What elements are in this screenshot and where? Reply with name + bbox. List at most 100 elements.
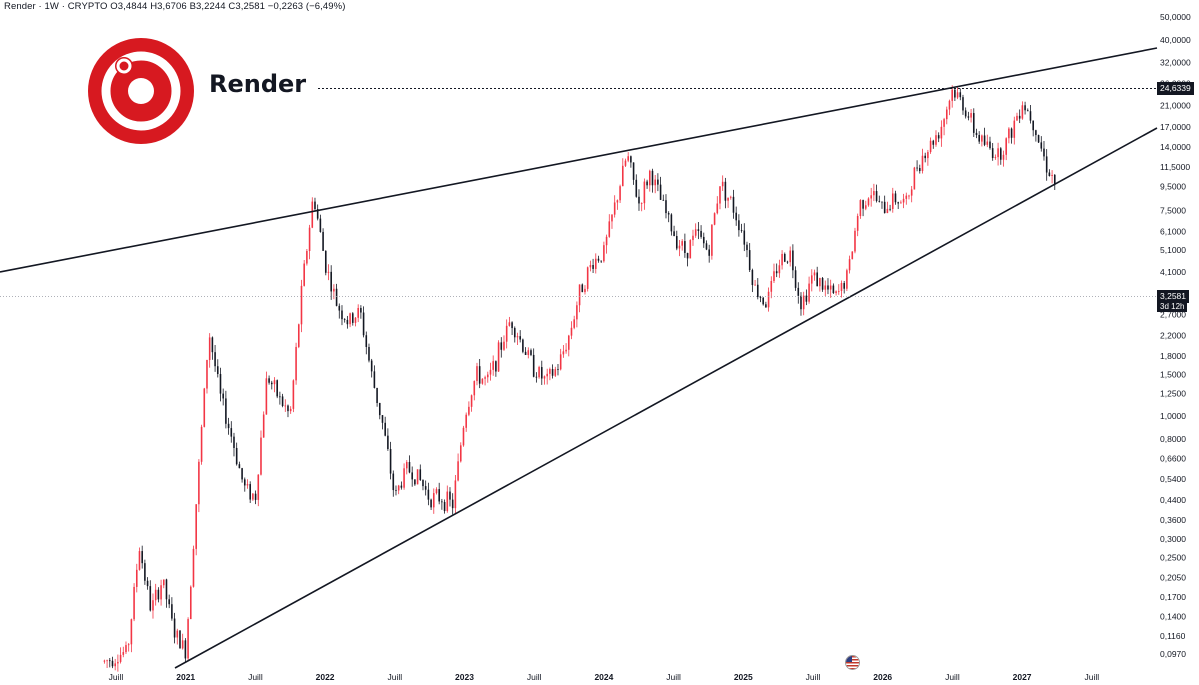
candle-body bbox=[335, 288, 338, 306]
x-tick-label: 2025 bbox=[734, 672, 753, 682]
candle-body bbox=[497, 342, 500, 372]
candle-body bbox=[160, 585, 162, 600]
candle-body bbox=[657, 179, 659, 185]
candle-body bbox=[891, 193, 894, 209]
candle-body bbox=[581, 284, 584, 293]
candle-body bbox=[900, 202, 902, 204]
candle-body bbox=[740, 230, 743, 231]
candle-body bbox=[948, 100, 951, 110]
candle-body bbox=[416, 469, 419, 485]
candle-body bbox=[786, 261, 789, 263]
candle-body bbox=[727, 197, 729, 201]
candle-body bbox=[573, 319, 575, 328]
candle-body bbox=[1002, 154, 1005, 160]
candle-body bbox=[292, 380, 295, 409]
candle-body bbox=[157, 589, 160, 600]
candle-body bbox=[859, 200, 862, 216]
candle-body bbox=[362, 312, 365, 336]
candle-body bbox=[678, 245, 681, 249]
candle-body bbox=[613, 202, 616, 215]
trendline-upper[interactable] bbox=[0, 47, 1158, 273]
candle-body bbox=[173, 618, 176, 638]
candle-body bbox=[1053, 174, 1056, 184]
y-tick-label: 1,2500 bbox=[1160, 388, 1186, 398]
candle-body bbox=[365, 335, 368, 347]
candle-body bbox=[492, 361, 494, 370]
candle-body bbox=[540, 367, 543, 379]
candle-body bbox=[935, 135, 937, 145]
candle-body bbox=[802, 295, 805, 310]
candle-body bbox=[146, 580, 149, 587]
candle-body bbox=[827, 285, 829, 290]
candle-body bbox=[586, 267, 589, 289]
candle-body bbox=[513, 328, 516, 338]
candle-body bbox=[897, 202, 899, 204]
candle-body bbox=[762, 297, 764, 305]
candle-body bbox=[684, 241, 686, 253]
candle-body bbox=[659, 184, 662, 200]
candle-body bbox=[640, 203, 643, 204]
candle-body bbox=[127, 644, 130, 646]
candle-body bbox=[821, 278, 824, 290]
candle-body bbox=[735, 212, 737, 221]
candle-body bbox=[775, 271, 778, 274]
candle-body bbox=[829, 285, 832, 290]
candle-body bbox=[187, 619, 189, 659]
candle-body bbox=[994, 157, 997, 158]
candle-body bbox=[862, 200, 864, 209]
candle-body bbox=[111, 660, 114, 667]
candle-body bbox=[511, 322, 513, 329]
candle-body bbox=[875, 191, 878, 201]
candle-body bbox=[611, 214, 613, 222]
candle-body bbox=[929, 140, 932, 153]
candle-body bbox=[522, 339, 524, 352]
candle-body bbox=[368, 346, 370, 361]
candle-body bbox=[314, 201, 316, 210]
candle-body bbox=[945, 109, 948, 120]
candle-body bbox=[927, 152, 929, 159]
candle-body bbox=[257, 474, 260, 500]
candle-body bbox=[500, 342, 503, 350]
candle-body bbox=[408, 462, 411, 473]
y-tick-label: 50,0000 bbox=[1160, 12, 1191, 22]
candle-body bbox=[597, 258, 600, 261]
candle-body bbox=[592, 265, 594, 269]
trendline-lower[interactable] bbox=[174, 127, 1158, 669]
candle-body bbox=[508, 322, 511, 326]
y-tick-label: 0,8000 bbox=[1160, 434, 1186, 444]
candle-body bbox=[630, 156, 632, 163]
candle-body bbox=[864, 205, 867, 209]
y-tick-label: 4,1000 bbox=[1160, 267, 1186, 277]
candle-body bbox=[902, 198, 905, 203]
x-axis: Juill 2021 Juill 2022 Juill 2023 Juill 2024 Juil… bbox=[109, 672, 1100, 682]
y-tick-label: 40,0000 bbox=[1160, 35, 1191, 45]
candle-body bbox=[972, 113, 975, 133]
candle-body bbox=[808, 283, 810, 302]
candle-body bbox=[943, 119, 945, 127]
resistance-price-tag: 24,6339 bbox=[1157, 82, 1194, 95]
candle-body bbox=[835, 291, 837, 294]
x-tick-label: 2027 bbox=[1013, 672, 1032, 682]
candle-body bbox=[411, 472, 413, 480]
candle-body bbox=[627, 156, 629, 161]
candle-body bbox=[905, 195, 908, 199]
candle-body bbox=[384, 422, 386, 436]
candle-body bbox=[732, 196, 735, 213]
candle-body bbox=[165, 579, 168, 600]
us-flag-icon[interactable] bbox=[845, 655, 860, 670]
candle-body bbox=[616, 200, 619, 203]
y-tick-label: 0,6600 bbox=[1160, 453, 1186, 463]
y-tick-label: 11,5000 bbox=[1160, 162, 1190, 172]
y-tick-label: 5,1000 bbox=[1160, 245, 1186, 255]
candle-body bbox=[243, 479, 246, 486]
candle-body bbox=[430, 499, 432, 508]
candle-body bbox=[665, 200, 667, 214]
candle-body bbox=[1029, 111, 1032, 121]
candle-body bbox=[449, 491, 451, 500]
candle-body bbox=[1037, 135, 1040, 143]
candle-body bbox=[184, 640, 187, 659]
y-tick-label: 1,5000 bbox=[1160, 370, 1186, 380]
x-tick-label: 2023 bbox=[455, 672, 474, 682]
candle-body bbox=[559, 354, 562, 370]
